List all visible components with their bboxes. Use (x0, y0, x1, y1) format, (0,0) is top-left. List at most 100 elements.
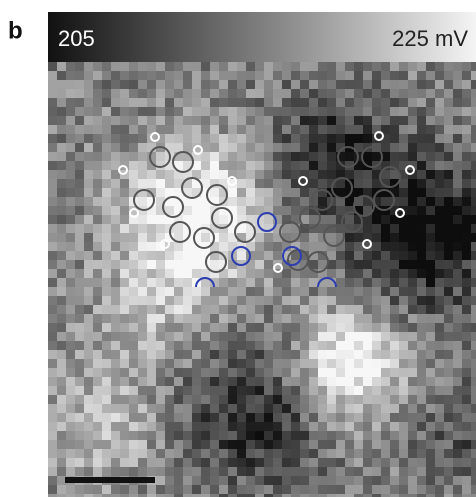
image-pixel (390, 89, 399, 98)
image-pixel (399, 494, 408, 497)
image-pixel (363, 287, 372, 296)
image-pixel (57, 152, 66, 161)
image-pixel (354, 431, 363, 440)
image-pixel (129, 170, 138, 179)
image-pixel (354, 215, 363, 224)
image-pixel (183, 143, 192, 152)
image-pixel (273, 71, 282, 80)
image-pixel (246, 485, 255, 494)
image-pixel (183, 89, 192, 98)
image-pixel (336, 89, 345, 98)
image-pixel (246, 278, 255, 287)
image-pixel (273, 287, 282, 296)
image-pixel (255, 287, 264, 296)
image-pixel (147, 350, 156, 359)
image-pixel (165, 260, 174, 269)
image-pixel (66, 341, 75, 350)
image-pixel (84, 98, 93, 107)
image-pixel (255, 206, 264, 215)
image-pixel (453, 80, 462, 89)
image-pixel (336, 305, 345, 314)
image-pixel (363, 152, 372, 161)
image-pixel (318, 323, 327, 332)
image-pixel (219, 62, 228, 71)
image-pixel (111, 188, 120, 197)
image-pixel (408, 260, 417, 269)
image-pixel (165, 287, 174, 296)
image-pixel (372, 422, 381, 431)
image-pixel (318, 314, 327, 323)
image-pixel (255, 458, 264, 467)
image-pixel (417, 368, 426, 377)
image-pixel (147, 107, 156, 116)
image-pixel (66, 224, 75, 233)
image-pixel (426, 368, 435, 377)
image-pixel (354, 188, 363, 197)
image-pixel (138, 179, 147, 188)
image-pixel (255, 305, 264, 314)
image-pixel (363, 278, 372, 287)
image-pixel (210, 89, 219, 98)
gray-marker (181, 177, 203, 199)
image-pixel (120, 278, 129, 287)
image-pixel (426, 197, 435, 206)
image-pixel (327, 269, 336, 278)
image-pixel (156, 485, 165, 494)
image-pixel (201, 296, 210, 305)
image-pixel (354, 422, 363, 431)
image-pixel (183, 80, 192, 89)
image-pixel (156, 359, 165, 368)
image-pixel (57, 467, 66, 476)
image-pixel (282, 323, 291, 332)
image-pixel (264, 467, 273, 476)
image-pixel (174, 197, 183, 206)
image-pixel (327, 287, 336, 296)
image-pixel (111, 395, 120, 404)
image-pixel (93, 296, 102, 305)
image-pixel (354, 476, 363, 485)
image-pixel (282, 431, 291, 440)
image-pixel (372, 170, 381, 179)
image-pixel (255, 314, 264, 323)
image-pixel (219, 422, 228, 431)
image-pixel (336, 368, 345, 377)
image-pixel (93, 251, 102, 260)
image-pixel (264, 89, 273, 98)
image-pixel (129, 251, 138, 260)
image-pixel (120, 89, 129, 98)
image-pixel (444, 314, 453, 323)
image-pixel (381, 476, 390, 485)
image-pixel (75, 170, 84, 179)
image-pixel (444, 494, 453, 497)
image-pixel (48, 269, 57, 278)
image-pixel (453, 233, 462, 242)
image-pixel (291, 71, 300, 80)
image-pixel (228, 368, 237, 377)
image-pixel (408, 458, 417, 467)
image-pixel (462, 80, 471, 89)
image-pixel (336, 152, 345, 161)
image-pixel (471, 98, 476, 107)
image-pixel (264, 350, 273, 359)
image-pixel (75, 134, 84, 143)
image-pixel (318, 98, 327, 107)
image-pixel (48, 305, 57, 314)
scale-bar (65, 477, 155, 483)
image-pixel (129, 359, 138, 368)
image-pixel (111, 494, 120, 497)
image-pixel (390, 71, 399, 80)
image-pixel (102, 287, 111, 296)
image-pixel (354, 260, 363, 269)
image-pixel (471, 413, 476, 422)
image-pixel (309, 170, 318, 179)
image-pixel (174, 305, 183, 314)
image-pixel (426, 458, 435, 467)
image-pixel (165, 341, 174, 350)
image-pixel (183, 134, 192, 143)
image-pixel (327, 71, 336, 80)
image-pixel (291, 170, 300, 179)
image-pixel (435, 197, 444, 206)
image-pixel (219, 458, 228, 467)
image-pixel (444, 404, 453, 413)
image-pixel (363, 71, 372, 80)
